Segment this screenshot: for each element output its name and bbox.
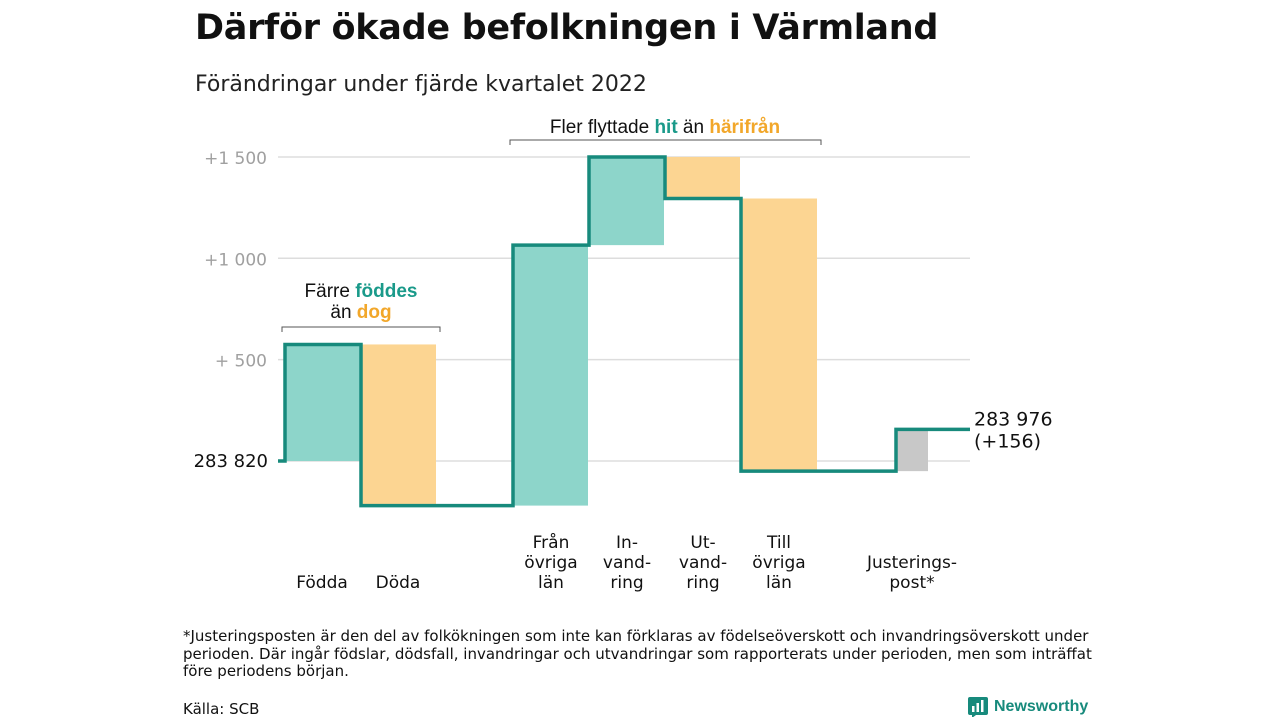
category-label: län xyxy=(766,573,792,593)
category-label: ring xyxy=(610,573,643,593)
chart-title: Därför ökade befolkningen i Värmland xyxy=(195,8,939,48)
category-label: Justerings- xyxy=(866,553,957,573)
bar-4 xyxy=(589,156,664,246)
category-label: Ut- xyxy=(690,533,715,553)
category-label: ring xyxy=(686,573,719,593)
bar-7 xyxy=(896,429,928,472)
newsworthy-logo-text: Newsworthy xyxy=(994,698,1089,715)
newsworthy-logo[interactable]: Newsworthy xyxy=(968,697,1088,717)
y-tick-label: +1 500 xyxy=(204,149,267,169)
annotation-segment: än xyxy=(678,117,710,138)
category-label: övriga xyxy=(524,553,577,573)
category-label: Till xyxy=(766,533,791,553)
category-label: vand- xyxy=(679,553,727,573)
footnote: *Justeringsposten är den del av folkökni… xyxy=(183,627,1092,680)
bar-6 xyxy=(741,198,817,472)
category-label: In- xyxy=(616,533,638,553)
category-label: vand- xyxy=(603,553,651,573)
annotation-bracket xyxy=(509,139,822,145)
category-label: övriga xyxy=(752,553,805,573)
end-value-label: (+156) xyxy=(974,430,1041,452)
y-tick-label: +1 000 xyxy=(204,250,267,270)
annotation-segment: härifrån xyxy=(709,117,780,138)
step-line xyxy=(278,155,970,508)
annotation-segment: än xyxy=(330,302,356,323)
bar-2 xyxy=(361,344,436,506)
bar-5 xyxy=(665,156,740,199)
bar-1 xyxy=(285,344,360,461)
category-label: län xyxy=(538,573,564,593)
source-label: Källa: SCB xyxy=(183,700,260,718)
annotation-segment: dog xyxy=(357,302,392,323)
annotation-segment: Färre xyxy=(305,281,356,302)
newsworthy-logo-icon xyxy=(968,697,988,717)
category-label: Födda xyxy=(296,573,348,593)
waterfall-chart: + 500 +1 000 +1 500 283 820 283 976(+156) Föd… xyxy=(194,117,1053,593)
annotation-segment: hit xyxy=(654,117,678,138)
chart-subtitle: Förändringar under fjärde kvartalet 2022 xyxy=(195,72,647,97)
bar-3 xyxy=(513,245,588,506)
annotation-segment: Fler flyttade xyxy=(550,117,655,138)
category-label: Döda xyxy=(376,573,421,593)
baseline-label: 283 820 xyxy=(194,451,268,472)
annotation-text: Fler flyttade hit än härifrån xyxy=(550,117,780,138)
annotation-bracket xyxy=(281,326,441,332)
category-label: Från xyxy=(533,532,570,553)
end-value-label: 283 976 xyxy=(974,408,1053,430)
category-label: post* xyxy=(889,573,934,593)
annotation-text: än dog xyxy=(330,302,391,323)
y-tick-label: + 500 xyxy=(215,352,267,372)
annotation-segment: föddes xyxy=(355,281,417,302)
annotation-text: Färre föddes xyxy=(305,281,418,302)
